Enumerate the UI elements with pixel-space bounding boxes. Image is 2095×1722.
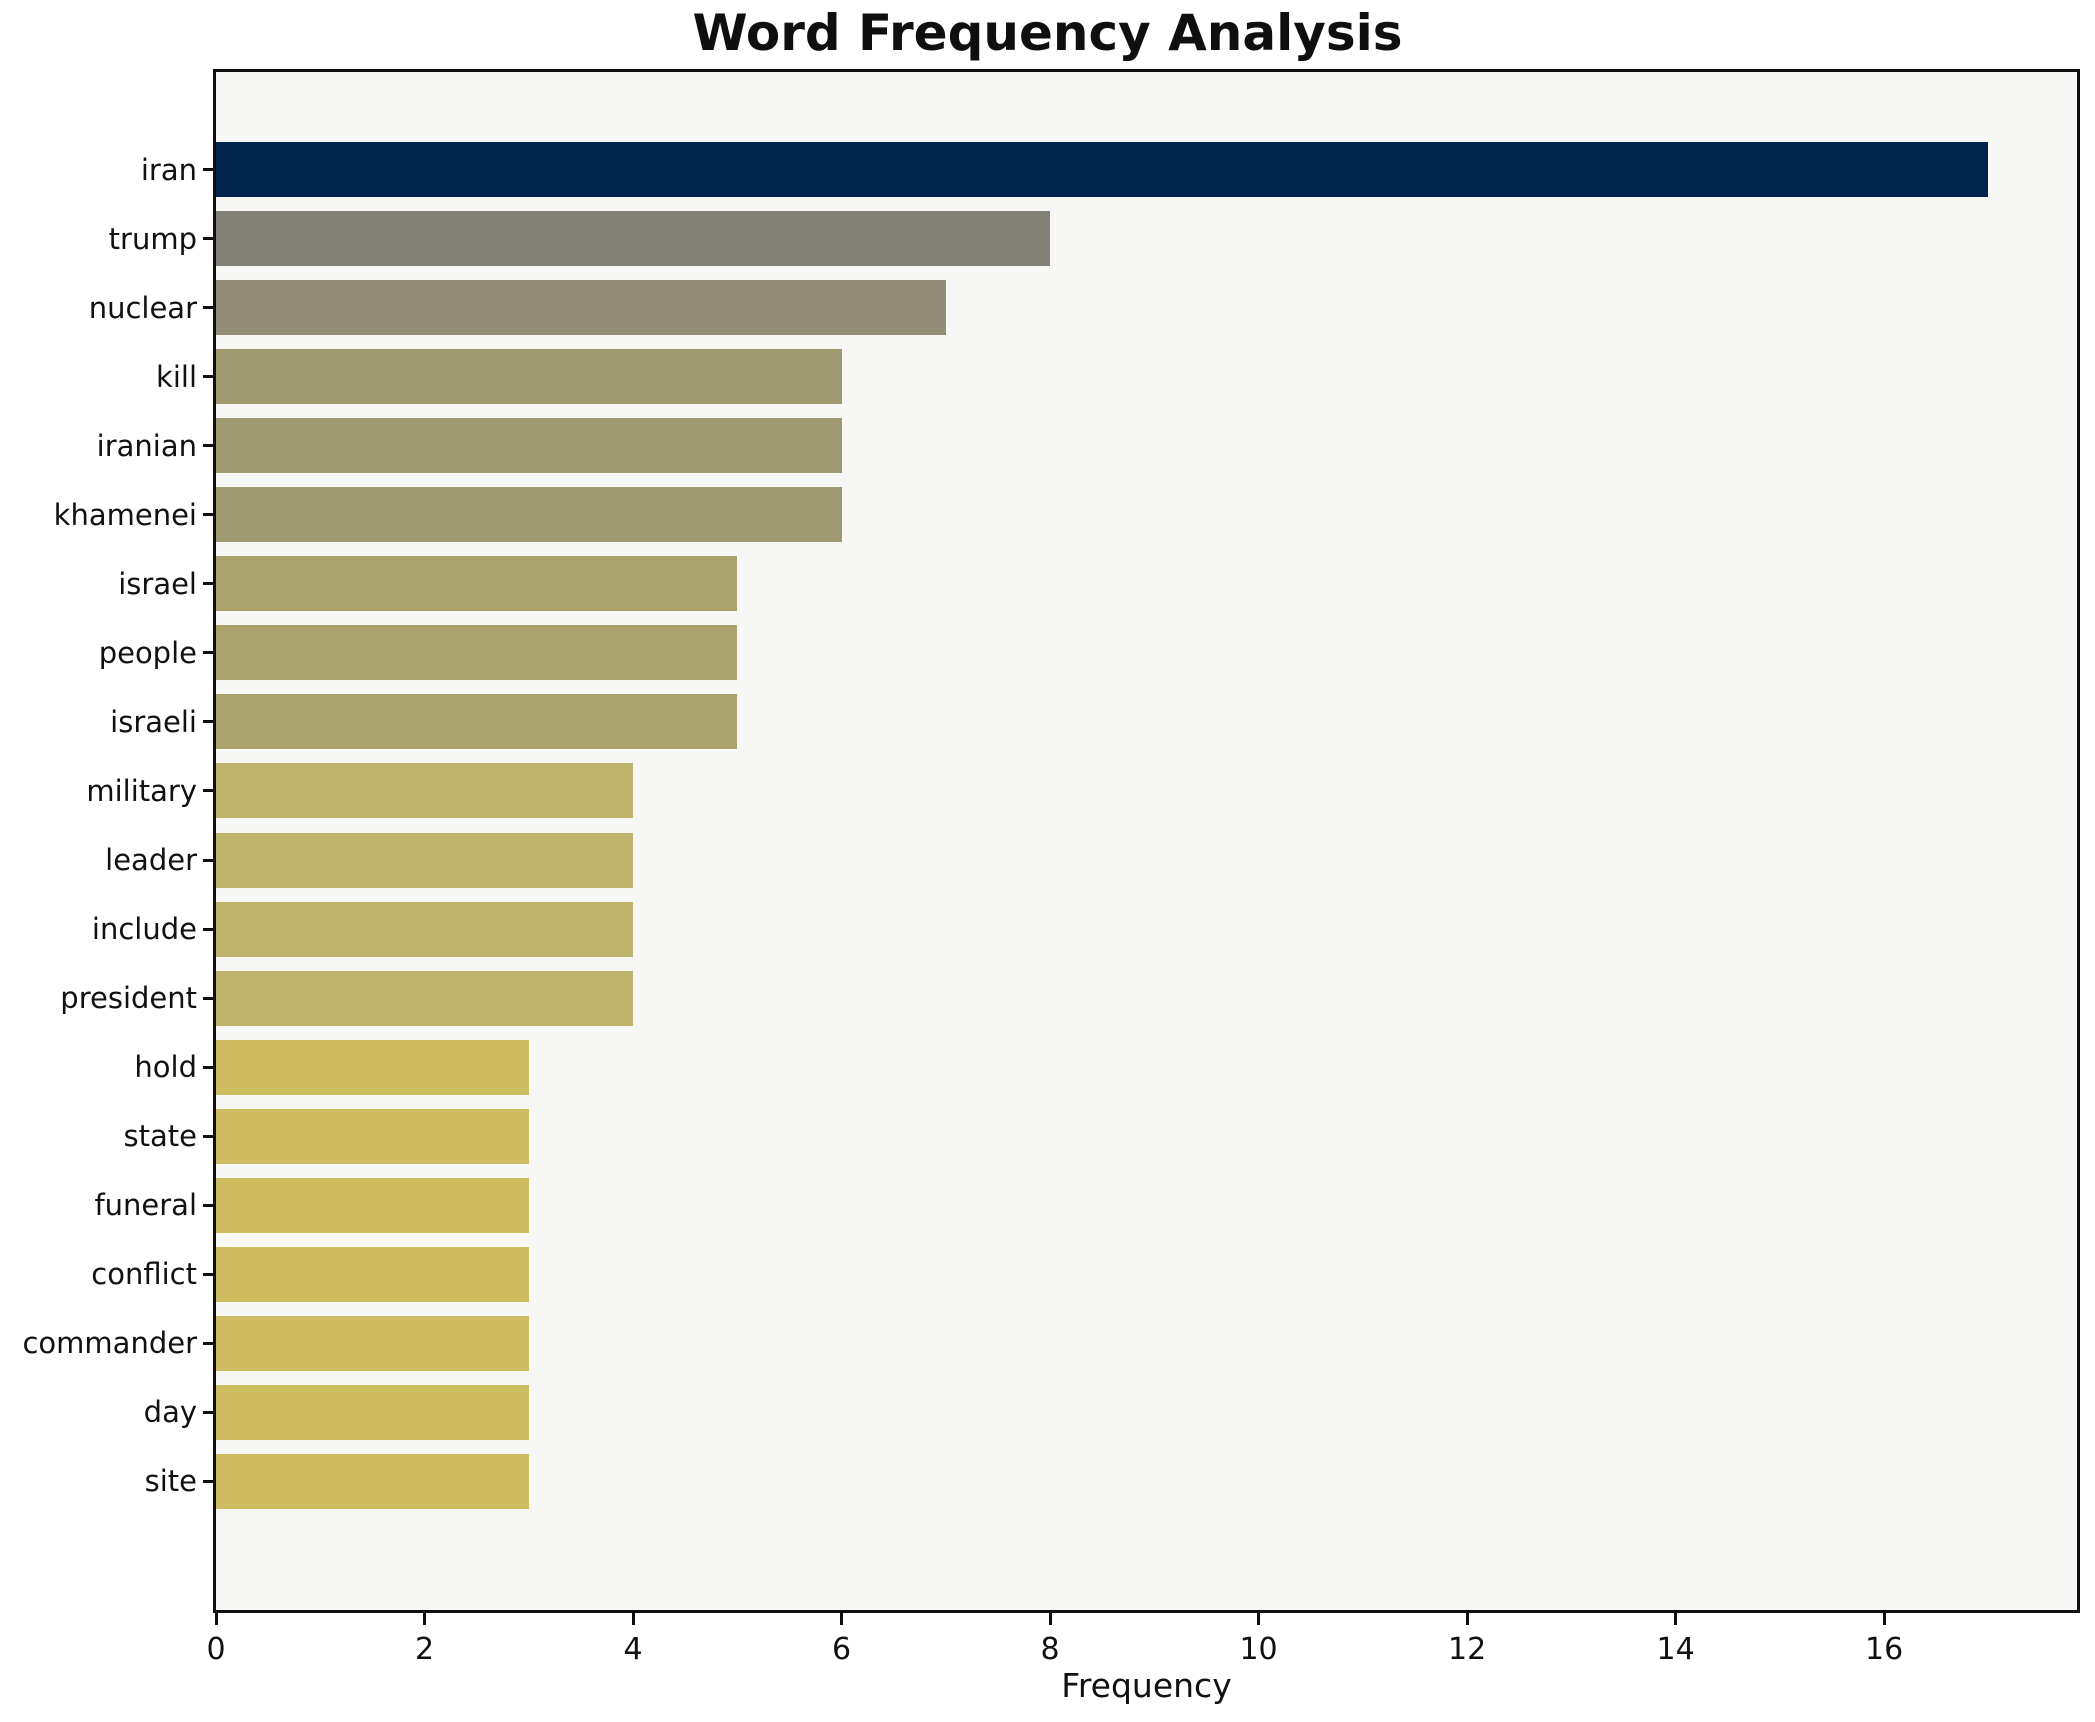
y-tick-mark	[203, 858, 215, 862]
bar-site	[216, 1453, 529, 1509]
y-tick-mark	[203, 1065, 215, 1069]
x-tick-mark	[1465, 1613, 1469, 1625]
bar-funeral	[216, 1177, 529, 1233]
x-tick-label: 2	[414, 1632, 435, 1667]
x-tick-label: 0	[206, 1632, 226, 1667]
bar-trump	[216, 211, 1051, 267]
x-tick-mark	[214, 1613, 218, 1625]
y-axis-label: iran	[140, 152, 197, 187]
y-tick-mark	[203, 375, 215, 379]
x-axis-title: Frequency	[1061, 1666, 1232, 1705]
y-tick-mark	[203, 1203, 215, 1207]
y-axis-label: people	[98, 635, 197, 670]
x-tick-label: 10	[1239, 1632, 1278, 1667]
bar-iran	[216, 142, 1989, 197]
x-tick-mark	[1882, 1613, 1886, 1625]
y-tick-mark	[203, 927, 215, 931]
y-tick-mark	[203, 651, 215, 655]
bar-khamenei	[216, 487, 842, 543]
x-tick-mark	[1674, 1613, 1678, 1625]
chart-title: Word Frequency Analysis	[692, 4, 1403, 62]
x-tick-mark	[1257, 1613, 1261, 1625]
bar-nuclear	[216, 280, 946, 336]
y-tick-mark	[203, 306, 215, 310]
bar-israeli	[216, 694, 738, 750]
bar-include	[216, 901, 634, 957]
y-axis-label: kill	[156, 359, 197, 394]
y-tick-mark	[203, 996, 215, 1000]
x-tick-mark	[423, 1613, 426, 1625]
bar-military	[216, 763, 634, 819]
y-tick-mark	[203, 720, 215, 724]
y-tick-mark	[203, 1410, 215, 1414]
y-axis-label: khamenei	[53, 497, 197, 532]
y-tick-mark	[203, 1479, 215, 1483]
bar-leader	[216, 832, 634, 888]
y-axis-label: nuclear	[88, 290, 197, 325]
y-axis-label: include	[91, 912, 197, 947]
y-tick-mark	[203, 237, 215, 241]
x-tick-label: 12	[1447, 1632, 1487, 1667]
y-axis-label: commander	[22, 1326, 197, 1361]
x-tick-mark	[631, 1613, 635, 1625]
y-axis-label: military	[86, 773, 197, 808]
y-axis-label: site	[144, 1464, 197, 1499]
y-axis-label: day	[143, 1395, 197, 1430]
y-tick-mark	[203, 513, 215, 517]
y-axis-label: hold	[134, 1050, 197, 1085]
bar-kill	[216, 349, 842, 405]
x-tick-label: 4	[623, 1632, 643, 1667]
y-axis-label: israeli	[110, 704, 197, 739]
bar-hold	[216, 1039, 529, 1095]
bar-iranian	[216, 418, 842, 474]
bar-president	[216, 970, 634, 1026]
x-tick-label: 16	[1865, 1632, 1904, 1667]
y-tick-mark	[203, 582, 215, 586]
bar-conflict	[216, 1246, 529, 1302]
y-axis-label: funeral	[94, 1188, 197, 1223]
x-tick-mark	[840, 1613, 844, 1625]
y-tick-mark	[203, 1134, 215, 1138]
x-tick-label: 8	[1040, 1632, 1060, 1667]
y-axis-label: iranian	[96, 428, 197, 463]
bar-state	[216, 1108, 529, 1164]
x-tick-label: 6	[831, 1632, 852, 1667]
y-tick-mark	[203, 1272, 215, 1276]
y-tick-mark	[203, 1341, 215, 1345]
y-axis-label: leader	[105, 843, 197, 877]
y-tick-mark	[203, 168, 215, 171]
y-tick-mark	[203, 444, 215, 448]
bar-commander	[216, 1315, 529, 1371]
x-tick-mark	[1048, 1613, 1052, 1625]
y-tick-mark	[203, 789, 215, 793]
y-axis-label: president	[60, 981, 197, 1016]
y-axis-label: israel	[118, 566, 197, 601]
bar-day	[216, 1384, 529, 1440]
plot-area	[213, 69, 2080, 1613]
y-axis-label: conflict	[91, 1257, 197, 1292]
bar-people	[216, 625, 738, 681]
y-axis-label: state	[123, 1119, 197, 1154]
y-axis-label: trump	[108, 221, 197, 256]
bar-israel	[216, 556, 738, 612]
x-tick-label: 14	[1656, 1632, 1695, 1667]
